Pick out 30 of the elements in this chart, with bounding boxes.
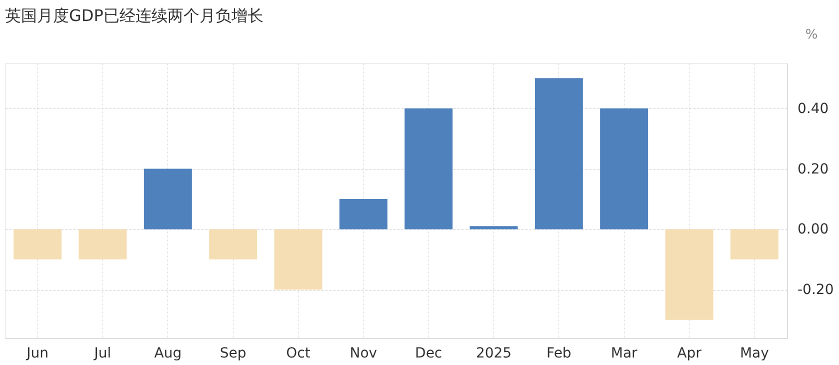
bar — [339, 198, 388, 230]
bar — [404, 108, 453, 230]
bar — [665, 229, 714, 320]
x-tick-label: Sep — [220, 346, 246, 362]
bar — [600, 108, 648, 230]
chart-title: 英国月度GDP已经连续两个月负增长 — [5, 6, 264, 25]
y-tick-label: -0.20 — [798, 282, 834, 298]
x-tick-label: Apr — [677, 346, 702, 362]
bar — [730, 229, 778, 260]
y-tick-label: 0.00 — [798, 222, 829, 238]
y-tick-label: 0.20 — [798, 161, 829, 178]
x-tick-label: Mar — [610, 346, 638, 362]
x-tick-label: Aug — [154, 346, 182, 362]
y-tick-label: 0.40 — [798, 100, 829, 117]
x-tick-label: Jul — [93, 346, 112, 362]
x-tick-label: Dec — [415, 346, 442, 362]
bar — [78, 229, 127, 260]
bar — [144, 168, 192, 230]
x-tick-label: May — [740, 346, 769, 362]
bar — [274, 229, 322, 290]
x-tick-label: 2025 — [476, 346, 512, 362]
bar — [470, 226, 518, 230]
x-tick-label: Oct — [286, 346, 311, 362]
bar — [14, 229, 62, 260]
x-tick-label: Feb — [546, 346, 572, 362]
y-axis-title: % — [805, 28, 818, 42]
x-tick-label: Jun — [26, 346, 49, 362]
bar — [534, 78, 583, 230]
bar — [209, 229, 258, 260]
x-tick-label: Nov — [350, 346, 378, 362]
